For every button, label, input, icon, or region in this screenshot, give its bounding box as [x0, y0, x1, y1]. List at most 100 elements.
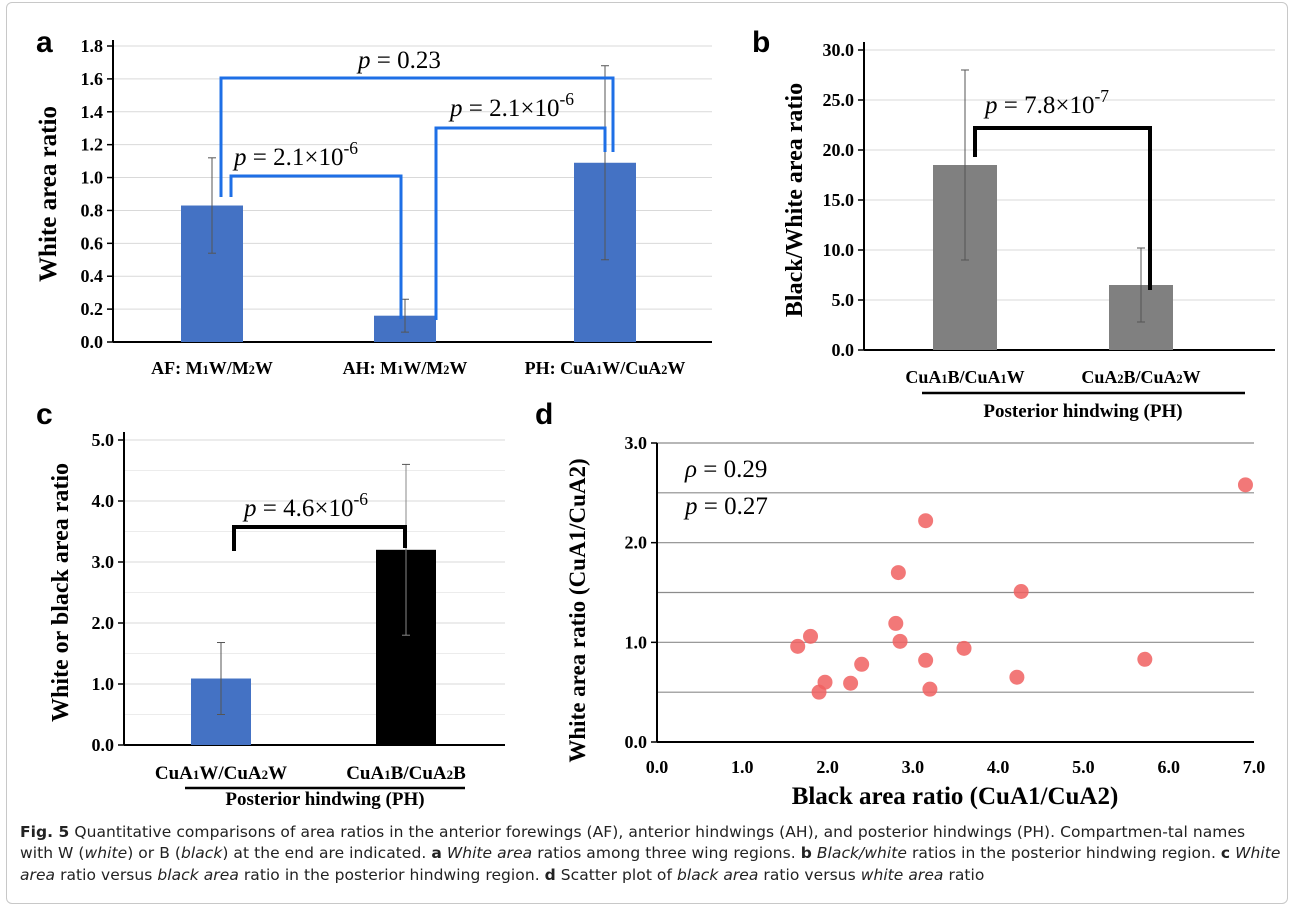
y-tick-label: 0.0: [92, 735, 115, 755]
scatter-point: [790, 638, 806, 654]
y-axis-label: Black/White area ratio: [782, 83, 808, 317]
x-group-label: Posterior hindwing (PH): [983, 401, 1182, 422]
scatter-point: [1237, 477, 1253, 493]
caption-a: a: [431, 844, 442, 863]
caption-b: b: [800, 844, 812, 863]
y-tick-label: 1.8: [81, 36, 104, 56]
y-tick-label: 0.2: [81, 299, 104, 319]
caption-c-text2: ratio versus: [55, 865, 158, 884]
y-axis-label: White or black area ratio: [48, 463, 74, 722]
scatter-point: [922, 681, 938, 697]
y-tick-label: 0.0: [81, 332, 104, 352]
caption-d-italic1: black area: [676, 865, 759, 884]
scatter-point: [817, 674, 833, 690]
y-tick-label: 20.0: [823, 140, 855, 160]
scatter-point: [892, 633, 908, 649]
p-value-label: p = 4.6×10-6: [242, 489, 368, 522]
caption-a-text2: ratios among three wing regions.: [532, 844, 801, 863]
bracket: [232, 525, 407, 551]
y-tick-label: 30.0: [823, 40, 855, 60]
p-value-label: p = 0.23: [356, 47, 441, 74]
caption-c-text3: ratio in the posterior hindwing region.: [238, 865, 545, 884]
figure-svg: a 0.0 0.2 0.4 0.6 0.8 1.0 1.2 1.4 1.6 1.8 White are…: [35, 26, 1275, 790]
p-value-label: p = 2.1×10-6: [448, 89, 574, 122]
scatter-point: [843, 675, 859, 691]
panel-letter-c: c: [36, 398, 53, 431]
y-tick-label: 2.0: [92, 613, 115, 633]
caption-c: c: [1220, 844, 1231, 863]
x-tick-label: AF: M1W/M2W: [151, 358, 273, 378]
caption-black: black: [180, 844, 223, 863]
y-tick-label: 1.0: [92, 674, 115, 694]
p-value-label: p = 7.8×10-7: [983, 86, 1109, 119]
scatter-point: [918, 513, 934, 529]
panel-letter-d: d: [535, 398, 553, 431]
y-tick-label: 3.0: [92, 552, 115, 572]
y-tick-label: 0.0: [832, 340, 855, 360]
figure-caption: Fig. 5 Quantitative comparisons of area …: [20, 822, 1282, 886]
y-tick-label: 1.0: [81, 168, 104, 188]
x-tick-label: CuA1B/CuA2B: [346, 763, 466, 784]
caption-intro: Quantitative comparisons of area ratios …: [20, 823, 1246, 863]
p-value-label: p = 2.1×10-6: [232, 138, 358, 171]
y-tick-label: 2.0: [625, 533, 648, 553]
caption-d-text2: ratio versus: [758, 865, 861, 884]
x-tick-label: PH: CuA1W/CuA2W: [525, 358, 686, 378]
y-tick-label: 5.0: [92, 430, 115, 450]
x-tick-label: CuA1B/CuA1W: [905, 367, 1024, 387]
scatter-point: [1137, 651, 1153, 667]
x-tick-label: CuA1W/CuA2W: [155, 763, 287, 784]
caption-b-text2: ratios in the posterior hindwing region.: [907, 844, 1221, 863]
x-tick-label: 2.0: [816, 757, 839, 777]
caption-d-text1: Scatter plot of: [555, 865, 677, 884]
bracket: [973, 126, 1152, 290]
bracket: [229, 174, 403, 319]
x-tick-label: 1.0: [731, 757, 754, 777]
scatter-point: [854, 656, 870, 672]
p-value-label: p = 0.27: [683, 493, 768, 520]
caption-mid2: ) at the end are indicated.: [222, 844, 432, 863]
caption-d-text3: ratio: [943, 865, 985, 884]
bracket: [219, 76, 615, 197]
scatter-point: [890, 565, 906, 581]
y-tick-label: 5.0: [832, 290, 855, 310]
y-tick-label: 1.2: [81, 135, 104, 155]
y-tick-label: 0.0: [625, 732, 648, 752]
y-tick-label: 0.8: [81, 200, 104, 220]
bracket: [434, 126, 607, 320]
x-tick-label: 7.0: [1243, 757, 1266, 777]
y-tick-label: 25.0: [823, 90, 855, 110]
caption-fig-label: Fig. 5: [20, 823, 70, 841]
y-tick-label: 0.4: [81, 266, 104, 286]
scatter-point: [888, 615, 904, 631]
caption-white: white: [84, 844, 128, 863]
caption-c-italic1: White area: [20, 844, 1281, 884]
y-tick-label: 1.0: [625, 632, 648, 652]
y-axis-label: White area ratio: [35, 106, 62, 282]
x-tick-label: 6.0: [1157, 757, 1180, 777]
y-tick-label: 4.0: [92, 491, 115, 511]
y-tick-label: 0.6: [81, 233, 104, 253]
y-tick-label: 15.0: [823, 190, 855, 210]
caption-b-italic: Black/white: [816, 844, 908, 863]
rho-label: ρ = 0.29: [684, 456, 767, 483]
caption-c-italic2: black area: [157, 865, 239, 884]
y-axis-label: White area ratio (CuA1/CuA2): [565, 458, 590, 762]
x-tick-label: AH: M1W/M2W: [343, 358, 468, 378]
y-tick-label: 1.6: [81, 69, 104, 89]
panel-letter-a: a: [36, 26, 53, 59]
scatter-point: [1009, 669, 1025, 685]
scatter-point: [803, 628, 819, 644]
panel-letter-b: b: [752, 26, 770, 59]
x-tick-label: 0.0: [646, 757, 669, 777]
x-tick-label: CuA2B/CuA2W: [1081, 367, 1200, 387]
caption-d-italic2: white area: [860, 865, 944, 884]
scatter-point: [956, 640, 972, 656]
y-tick-label: 10.0: [823, 240, 855, 260]
x-tick-label: 3.0: [902, 757, 925, 777]
y-tick-label: 3.0: [625, 433, 648, 453]
panel-d-x-axis-label: Black area ratio (CuA1/CuA2): [720, 784, 1190, 810]
caption-d: d: [544, 865, 556, 884]
y-tick-label: 1.4: [81, 102, 104, 122]
scatter-point: [918, 652, 934, 668]
